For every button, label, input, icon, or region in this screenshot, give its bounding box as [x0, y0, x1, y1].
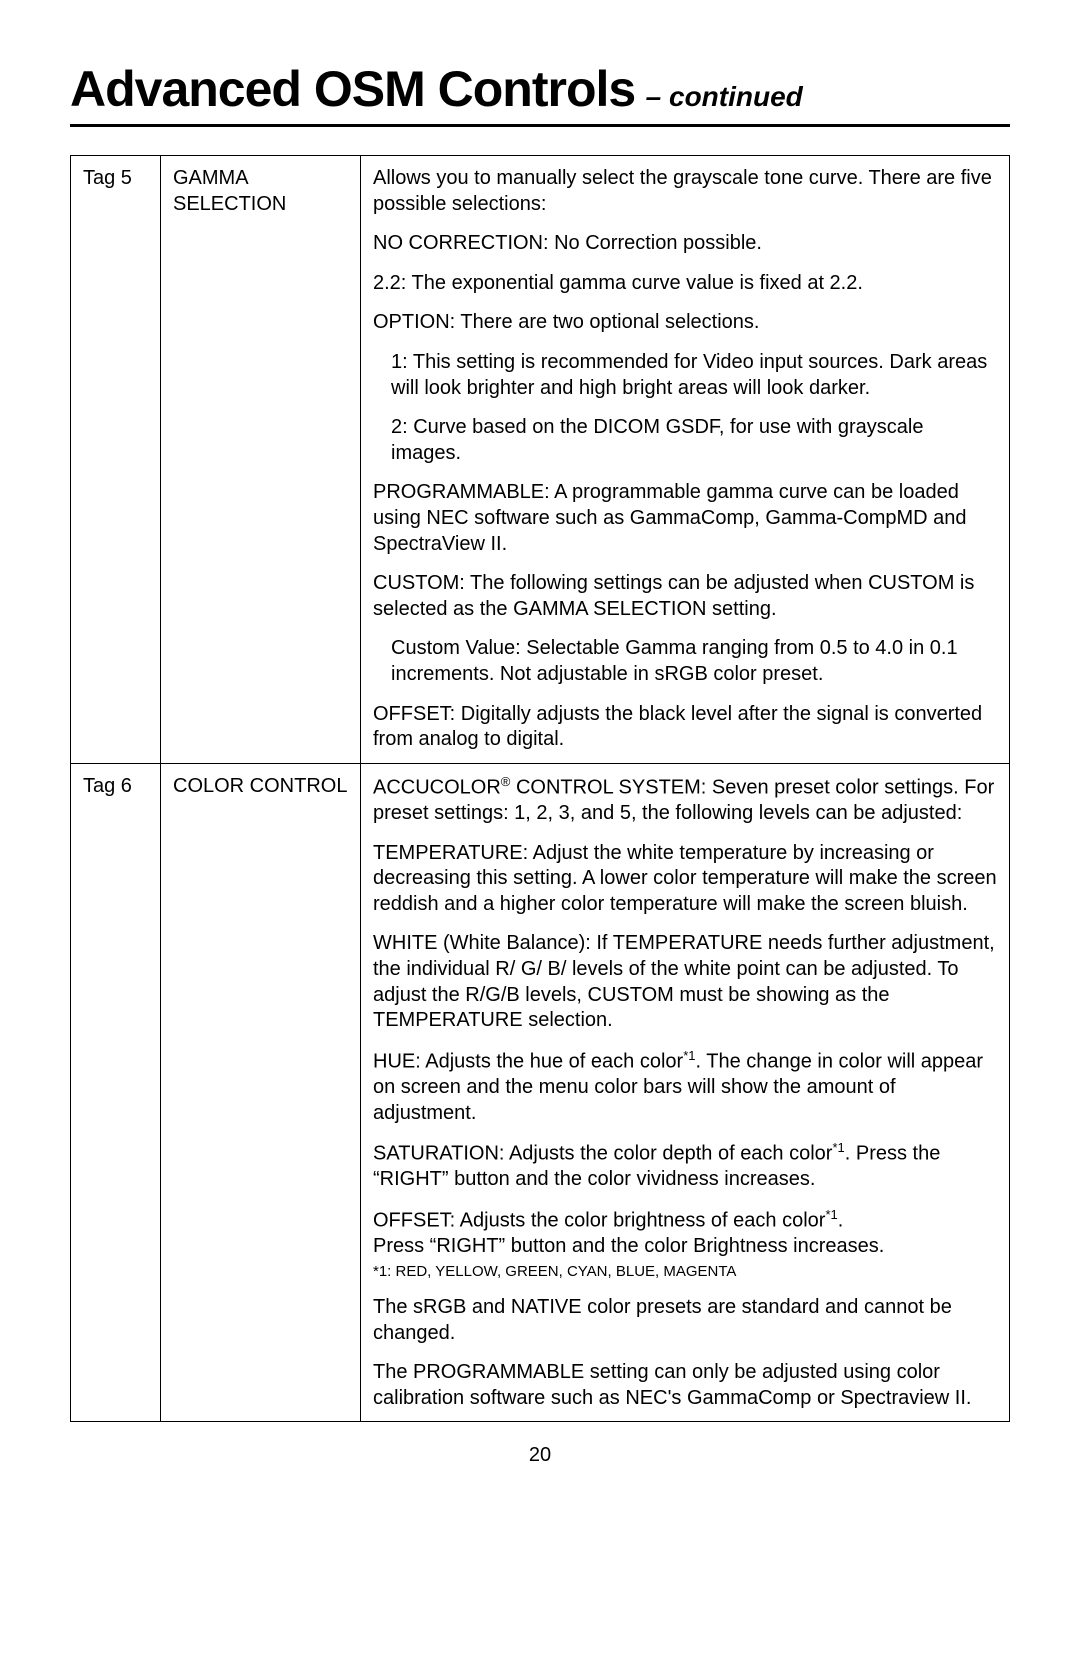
- description-paragraph: OFFSET: Adjusts the color brightness of …: [373, 1207, 997, 1281]
- description-paragraph: OPTION: There are two optional selection…: [373, 310, 997, 336]
- description-paragraph: SATURATION: Adjusts the color depth of e…: [373, 1140, 997, 1193]
- osm-controls-table: Tag 5GAMMA SELECTIONAllows you to manual…: [70, 155, 1010, 1422]
- description-paragraph: Allows you to manually select the graysc…: [373, 166, 997, 217]
- tag-cell: Tag 6: [71, 763, 161, 1422]
- description-paragraph: ACCUCOLOR® CONTROL SYSTEM: Seven preset …: [373, 774, 997, 827]
- description-paragraph: CUSTOM: The following settings can be ad…: [373, 571, 997, 622]
- label-cell: GAMMA SELECTION: [161, 156, 361, 764]
- description-paragraph: HUE: Adjusts the hue of each color*1. Th…: [373, 1048, 997, 1126]
- description-paragraph: OFFSET: Digitally adjusts the black leve…: [373, 702, 997, 753]
- page-title: Advanced OSM Controls: [70, 61, 635, 117]
- description-paragraph: Custom Value: Selectable Gamma ranging f…: [391, 636, 997, 687]
- description-paragraph: PROGRAMMABLE: A programmable gamma curve…: [373, 480, 997, 557]
- description-paragraph: 1: This setting is recommended for Video…: [391, 350, 997, 401]
- description-paragraph: 2.2: The exponential gamma curve value i…: [373, 271, 997, 297]
- page-title-suffix: – continued: [646, 81, 803, 112]
- table-row: Tag 5GAMMA SELECTIONAllows you to manual…: [71, 156, 1010, 764]
- table-row: Tag 6COLOR CONTROLACCUCOLOR® CONTROL SYS…: [71, 763, 1010, 1422]
- description-paragraph: The sRGB and NATIVE color presets are st…: [373, 1295, 997, 1346]
- description-paragraph: NO CORRECTION: No Correction possible.: [373, 231, 997, 257]
- description-cell: Allows you to manually select the graysc…: [361, 156, 1010, 764]
- description-paragraph: TEMPERATURE: Adjust the white temperatur…: [373, 841, 997, 918]
- tag-cell: Tag 5: [71, 156, 161, 764]
- label-cell: COLOR CONTROL: [161, 763, 361, 1422]
- page-title-bar: Advanced OSM Controls – continued: [70, 60, 1010, 127]
- page-number: 20: [70, 1444, 1010, 1467]
- description-paragraph: The PROGRAMMABLE setting can only be adj…: [373, 1360, 997, 1411]
- description-paragraph: 2: Curve based on the DICOM GSDF, for us…: [391, 415, 997, 466]
- description-cell: ACCUCOLOR® CONTROL SYSTEM: Seven preset …: [361, 763, 1010, 1422]
- description-paragraph: WHITE (White Balance): If TEMPERATURE ne…: [373, 931, 997, 1033]
